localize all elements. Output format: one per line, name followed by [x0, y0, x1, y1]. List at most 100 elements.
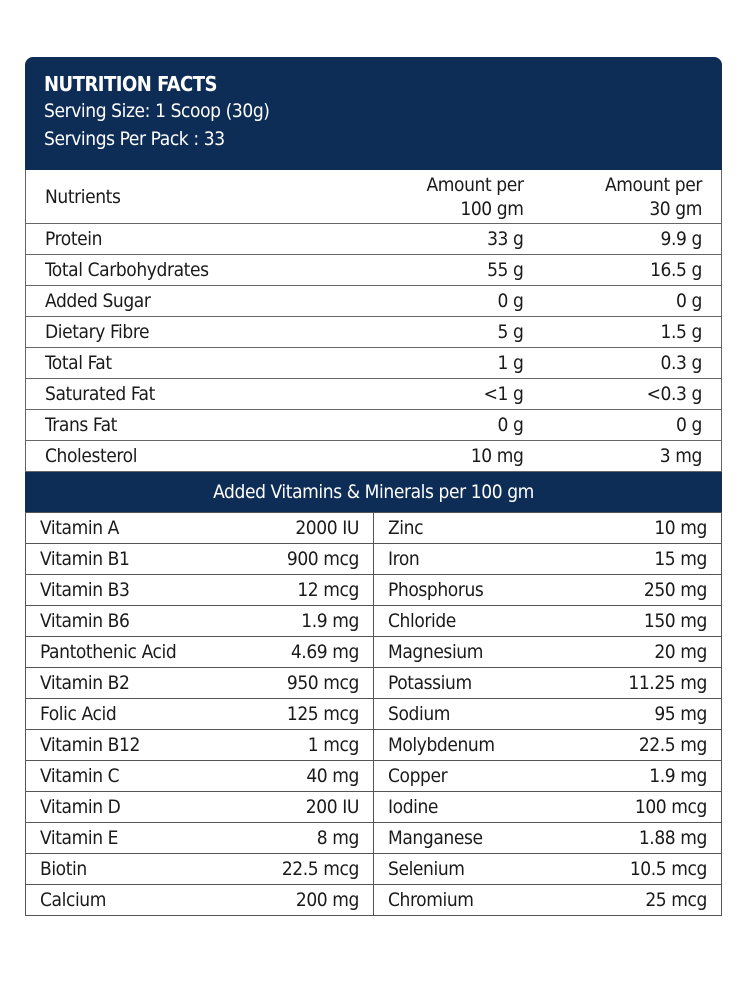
vitamin-value: 1.9 mg — [211, 605, 374, 637]
vitamin-row: Vitamin B12 1 mcg Molybdenum 22.5 mg — [25, 729, 722, 761]
col-per-30: Amount per 30 gm — [523, 170, 722, 224]
vitamin-name: Vitamin B12 — [25, 729, 212, 761]
amount-per-100: <1 g — [343, 378, 524, 410]
vitamin-value: 200 IU — [211, 791, 374, 823]
vitamin-name: Vitamin B1 — [25, 543, 212, 575]
amount-per-30: 9.9 g — [523, 223, 722, 255]
nutrients-header-row: Nutrients Amount per 100 gm Amount per 30 … — [25, 170, 722, 224]
mineral-name: Sodium — [373, 698, 544, 730]
nutrient-row: Saturated Fat <1 g <0.3 g — [25, 378, 722, 410]
mineral-value: 11.25 mg — [543, 667, 722, 699]
amount-per-100: 10 mg — [343, 440, 524, 472]
vitamin-name: Folic Acid — [25, 698, 212, 730]
mineral-value: 250 mg — [543, 574, 722, 606]
nutrient-name: Total Carbohydrates — [25, 254, 344, 286]
vitamin-name: Biotin — [25, 853, 212, 885]
vitamin-name: Vitamin B2 — [25, 667, 212, 699]
vitamin-name: Vitamin C — [25, 760, 212, 792]
vitamins-title: Added Vitamins & Minerals per 100 gm — [25, 472, 722, 512]
vitamin-name: Vitamin B3 — [25, 574, 212, 606]
mineral-name: Magnesium — [373, 636, 544, 668]
nutrient-name: Saturated Fat — [25, 378, 344, 410]
mineral-value: 22.5 mg — [543, 729, 722, 761]
mineral-value: 150 mg — [543, 605, 722, 637]
amount-per-100: 1 g — [343, 347, 524, 379]
nutrient-name: Dietary Fibre — [25, 316, 344, 348]
amount-per-100: 0 g — [343, 285, 524, 317]
mineral-name: Copper — [373, 760, 544, 792]
mineral-value: 100 mcg — [543, 791, 722, 823]
amount-per-30: 0 g — [523, 285, 722, 317]
nutrition-title: NUTRITION FACTS — [44, 72, 217, 96]
mineral-name: Potassium — [373, 667, 544, 699]
amount-per-30: 3 mg — [523, 440, 722, 472]
vitamin-value: 8 mg — [211, 822, 374, 854]
mineral-value: 20 mg — [543, 636, 722, 668]
mineral-name: Iron — [373, 543, 544, 575]
nutrient-name: Trans Fat — [25, 409, 344, 441]
nutrition-facts-panel: NUTRITION FACTS Serving Size: 1 Scoop (3… — [25, 57, 722, 916]
amount-per-100: 5 g — [343, 316, 524, 348]
mineral-value: 10.5 mcg — [543, 853, 722, 885]
mineral-name: Manganese — [373, 822, 544, 854]
vitamin-row: Vitamin B6 1.9 mg Chloride 150 mg — [25, 605, 722, 637]
nutrient-row: Dietary Fibre 5 g 1.5 g — [25, 316, 722, 348]
nutrient-name: Cholesterol — [25, 440, 344, 472]
vitamin-name: Vitamin B6 — [25, 605, 212, 637]
vitamin-row: Calcium 200 mg Chromium 25 mcg — [25, 884, 722, 916]
amount-per-30: 16.5 g — [523, 254, 722, 286]
nutrient-row: Cholesterol 10 mg 3 mg — [25, 440, 722, 472]
nutrient-row: Total Fat 1 g 0.3 g — [25, 347, 722, 379]
amount-per-30: 0.3 g — [523, 347, 722, 379]
vitamin-value: 200 mg — [211, 884, 374, 916]
vitamins-table: Vitamin A 2000 IU Zinc 10 mg Vitamin B1 900 m… — [25, 512, 722, 916]
vitamin-row: Biotin 22.5 mcg Selenium 10.5 mcg — [25, 853, 722, 885]
mineral-name: Molybdenum — [373, 729, 544, 761]
amount-per-30: 1.5 g — [523, 316, 722, 348]
col-nutrients: Nutrients — [25, 170, 344, 224]
amount-per-100: 33 g — [343, 223, 524, 255]
vitamin-row: Vitamin D 200 IU Iodine 100 mcg — [25, 791, 722, 823]
vitamin-row: Vitamin C 40 mg Copper 1.9 mg — [25, 760, 722, 792]
vitamin-value: 900 mcg — [211, 543, 374, 575]
vitamin-value: 1 mcg — [211, 729, 374, 761]
amount-per-100: 0 g — [343, 409, 524, 441]
vitamin-name: Calcium — [25, 884, 212, 916]
nutrition-header: NUTRITION FACTS Serving Size: 1 Scoop (3… — [25, 57, 722, 170]
mineral-name: Phosphorus — [373, 574, 544, 606]
nutrients-table: Nutrients Amount per 100 gm Amount per 30 … — [25, 170, 722, 472]
nutrient-name: Protein — [25, 223, 344, 255]
vitamin-value: 12 mcg — [211, 574, 374, 606]
vitamin-name: Vitamin D — [25, 791, 212, 823]
vitamin-row: Pantothenic Acid 4.69 mg Magnesium 20 mg — [25, 636, 722, 668]
vitamin-row: Vitamin B2 950 mcg Potassium 11.25 mg — [25, 667, 722, 699]
vitamin-value: 2000 IU — [211, 512, 374, 544]
amount-per-30: 0 g — [523, 409, 722, 441]
vitamin-name: Pantothenic Acid — [25, 636, 212, 668]
col-per-100: Amount per 100 gm — [343, 170, 524, 224]
vitamin-row: Vitamin A 2000 IU Zinc 10 mg — [25, 512, 722, 544]
amount-per-100: 55 g — [343, 254, 524, 286]
servings-per-pack: Servings Per Pack : 33 — [44, 128, 225, 150]
mineral-value: 1.9 mg — [543, 760, 722, 792]
vitamin-value: 40 mg — [211, 760, 374, 792]
vitamin-value: 125 mcg — [211, 698, 374, 730]
nutrient-row: Protein 33 g 9.9 g — [25, 223, 722, 255]
vitamin-row: Vitamin B3 12 mcg Phosphorus 250 mg — [25, 574, 722, 606]
mineral-name: Chloride — [373, 605, 544, 637]
nutrient-row: Total Carbohydrates 55 g 16.5 g — [25, 254, 722, 286]
vitamin-name: Vitamin E — [25, 822, 212, 854]
vitamin-row: Vitamin B1 900 mcg Iron 15 mg — [25, 543, 722, 575]
vitamin-value: 950 mcg — [211, 667, 374, 699]
mineral-value: 1.88 mg — [543, 822, 722, 854]
mineral-value: 95 mg — [543, 698, 722, 730]
mineral-name: Selenium — [373, 853, 544, 885]
mineral-value: 25 mcg — [543, 884, 722, 916]
serving-size: Serving Size: 1 Scoop (30g) — [44, 100, 270, 122]
mineral-value: 15 mg — [543, 543, 722, 575]
nutrient-name: Added Sugar — [25, 285, 344, 317]
amount-per-30: <0.3 g — [523, 378, 722, 410]
